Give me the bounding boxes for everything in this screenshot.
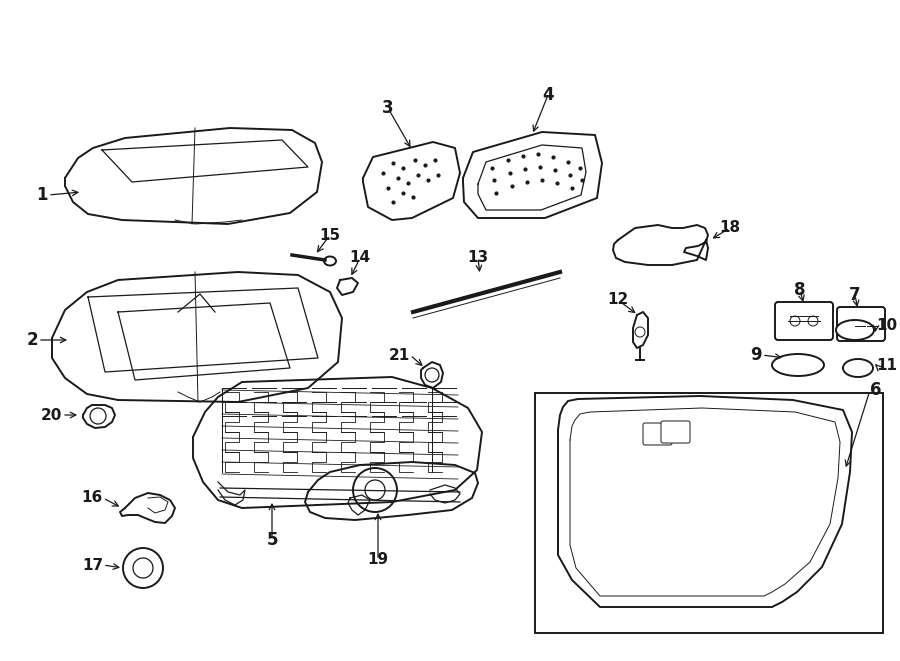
- Text: 3: 3: [382, 99, 394, 117]
- Text: 12: 12: [608, 293, 628, 307]
- FancyBboxPatch shape: [837, 307, 885, 341]
- Text: 2: 2: [26, 331, 38, 349]
- Bar: [535, 393, 883, 633]
- Ellipse shape: [324, 256, 336, 266]
- Ellipse shape: [843, 359, 873, 377]
- Text: 1: 1: [37, 186, 48, 204]
- Text: 9: 9: [751, 346, 762, 364]
- Text: 21: 21: [389, 348, 410, 362]
- Ellipse shape: [772, 354, 824, 376]
- Text: 18: 18: [719, 221, 741, 235]
- Text: 7: 7: [850, 286, 860, 304]
- Text: 11: 11: [876, 358, 897, 373]
- Text: 5: 5: [266, 531, 278, 549]
- Text: 4: 4: [542, 86, 554, 104]
- Text: 6: 6: [870, 381, 881, 399]
- FancyBboxPatch shape: [643, 423, 672, 445]
- Text: 13: 13: [467, 251, 489, 266]
- Ellipse shape: [836, 320, 874, 340]
- Text: 8: 8: [794, 281, 806, 299]
- Text: 16: 16: [82, 490, 103, 506]
- Text: 10: 10: [876, 317, 897, 332]
- FancyBboxPatch shape: [661, 421, 690, 443]
- Text: 15: 15: [320, 227, 340, 243]
- Text: 14: 14: [349, 251, 371, 266]
- Text: 19: 19: [367, 553, 389, 568]
- FancyBboxPatch shape: [775, 302, 833, 340]
- Text: 20: 20: [40, 407, 62, 422]
- Text: 17: 17: [82, 557, 103, 572]
